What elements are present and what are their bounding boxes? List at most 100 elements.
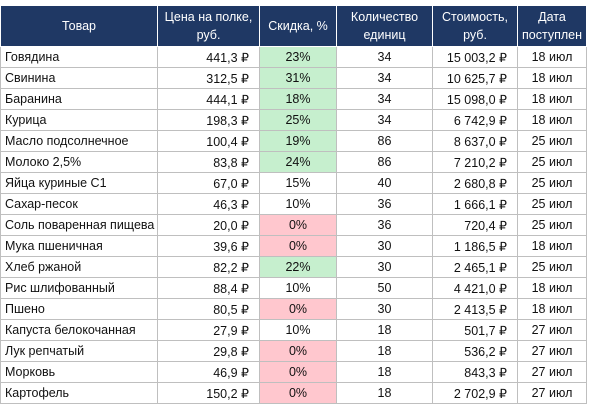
- table-cell: 18: [336, 340, 433, 362]
- table-cell: 83,8 ₽: [157, 151, 260, 173]
- table-cell: 40: [336, 172, 433, 194]
- header-cell: Стоимость, руб.: [432, 5, 518, 47]
- table-cell: 27 июл: [517, 361, 587, 383]
- table-row: Капуста белокочанная 27,9 ₽10% 18 501,7 ₽27…: [0, 319, 587, 341]
- table-row: Мука пшеничная 39,6 ₽0% 30 1 186,5 ₽18 июл: [0, 235, 587, 257]
- table-row: Хлеб ржаной 82,2 ₽22% 30 2 465,1 ₽25 июл: [0, 256, 587, 278]
- table-cell: 27,9 ₽: [157, 319, 260, 341]
- table-cell: 15%: [259, 172, 337, 194]
- table-cell: 46,9 ₽: [157, 361, 260, 383]
- table-cell: 34: [336, 109, 433, 131]
- table-cell: 536,2 ₽: [432, 340, 518, 362]
- table-cell: 82,2 ₽: [157, 256, 260, 278]
- table-cell: 150,2 ₽: [157, 382, 260, 404]
- table-cell: 2 465,1 ₽: [432, 256, 518, 278]
- table-cell: 27 июл: [517, 340, 587, 362]
- table-cell: 25 июл: [517, 172, 587, 194]
- table-cell: Говядина: [0, 46, 158, 68]
- table-cell: 18 июл: [517, 88, 587, 110]
- table-cell: 15 003,2 ₽: [432, 46, 518, 68]
- table-cell: 30: [336, 235, 433, 257]
- table-cell: Масло подсолнечное: [0, 130, 158, 152]
- table-cell: 6 742,9 ₽: [432, 109, 518, 131]
- table-cell: 18 июл: [517, 298, 587, 320]
- table-cell: 15 098,0 ₽: [432, 88, 518, 110]
- table-cell: 27 июл: [517, 382, 587, 404]
- table-row: Соль поваренная пищева 20,0 ₽0% 36 720,4 ₽2…: [0, 214, 587, 236]
- table-row: Пшено 80,5 ₽0% 30 2 413,5 ₽18 июл: [0, 298, 587, 320]
- table-cell: 18 июл: [517, 67, 587, 89]
- table-cell: 2 680,8 ₽: [432, 172, 518, 194]
- table-cell: Мука пшеничная: [0, 235, 158, 257]
- table-cell: 0%: [259, 298, 337, 320]
- table-cell: Соль поваренная пищева: [0, 214, 158, 236]
- table-row: Рис шлифованный 88,4 ₽10% 50 4 421,0 ₽18 ию…: [0, 277, 587, 299]
- table-cell: 86: [336, 151, 433, 173]
- table-cell: 34: [336, 88, 433, 110]
- table-cell: 100,4 ₽: [157, 130, 260, 152]
- header-cell: Дата поступлен: [517, 5, 587, 47]
- table-cell: 27 июл: [517, 319, 587, 341]
- table-row: Говядина 441,3 ₽23% 34 15 003,2 ₽18 июл: [0, 46, 587, 68]
- table-cell: 10 625,7 ₽: [432, 67, 518, 89]
- table-cell: 10%: [259, 193, 337, 215]
- table-cell: 29,8 ₽: [157, 340, 260, 362]
- table-row: Свинина 312,5 ₽31% 34 10 625,7 ₽18 июл: [0, 67, 587, 89]
- table-cell: 18: [336, 361, 433, 383]
- table-cell: 25%: [259, 109, 337, 131]
- table-cell: 0%: [259, 382, 337, 404]
- table-cell: 10%: [259, 277, 337, 299]
- table-cell: 25 июл: [517, 193, 587, 215]
- table-cell: 0%: [259, 235, 337, 257]
- table-body: Говядина 441,3 ₽23% 34 15 003,2 ₽18 июл Свин…: [0, 46, 587, 404]
- table-cell: 34: [336, 46, 433, 68]
- table-cell: 10%: [259, 319, 337, 341]
- table-cell: 24%: [259, 151, 337, 173]
- table-cell: 2 702,9 ₽: [432, 382, 518, 404]
- table-cell: 31%: [259, 67, 337, 89]
- table-cell: 8 637,0 ₽: [432, 130, 518, 152]
- table-cell: 4 421,0 ₽: [432, 277, 518, 299]
- table-row: Лук репчатый 29,8 ₽0% 18 536,2 ₽27 июл: [0, 340, 587, 362]
- table-cell: Молоко 2,5%: [0, 151, 158, 173]
- table-cell: 18 июл: [517, 235, 587, 257]
- header-cell: Товар: [0, 5, 158, 47]
- table-cell: 25 июл: [517, 214, 587, 236]
- table-cell: 19%: [259, 130, 337, 152]
- table-cell: 30: [336, 256, 433, 278]
- table-cell: Яйца куриные С1: [0, 172, 158, 194]
- table-cell: Морковь: [0, 361, 158, 383]
- table-cell: 18%: [259, 88, 337, 110]
- table-cell: 36: [336, 193, 433, 215]
- table-row: Курица 198,3 ₽25% 34 6 742,9 ₽18 июл: [0, 109, 587, 131]
- table-cell: 18: [336, 382, 433, 404]
- table-cell: 25 июл: [517, 151, 587, 173]
- table-row: Морковь 46,9 ₽0% 18 843,3 ₽27 июл: [0, 361, 587, 383]
- table-cell: 50: [336, 277, 433, 299]
- table-cell: Пшено: [0, 298, 158, 320]
- table-cell: 23%: [259, 46, 337, 68]
- table-cell: 46,3 ₽: [157, 193, 260, 215]
- table-row: Молоко 2,5% 83,8 ₽24% 86 7 210,2 ₽25 июл: [0, 151, 587, 173]
- table-cell: 25 июл: [517, 256, 587, 278]
- table-cell: 86: [336, 130, 433, 152]
- table-cell: 0%: [259, 214, 337, 236]
- table-cell: 198,3 ₽: [157, 109, 260, 131]
- table-cell: 22%: [259, 256, 337, 278]
- table-cell: 67,0 ₽: [157, 172, 260, 194]
- table-cell: 88,4 ₽: [157, 277, 260, 299]
- table-cell: Капуста белокочанная: [0, 319, 158, 341]
- table-cell: Рис шлифованный: [0, 277, 158, 299]
- table-cell: 7 210,2 ₽: [432, 151, 518, 173]
- table-cell: 2 413,5 ₽: [432, 298, 518, 320]
- table-cell: 18: [336, 319, 433, 341]
- table-cell: 444,1 ₽: [157, 88, 260, 110]
- table-cell: Лук репчатый: [0, 340, 158, 362]
- table-cell: 312,5 ₽: [157, 67, 260, 89]
- table-cell: 843,3 ₽: [432, 361, 518, 383]
- table-cell: 1 186,5 ₽: [432, 235, 518, 257]
- table-cell: 720,4 ₽: [432, 214, 518, 236]
- table-cell: Курица: [0, 109, 158, 131]
- table-cell: Баранина: [0, 88, 158, 110]
- table-cell: 18 июл: [517, 46, 587, 68]
